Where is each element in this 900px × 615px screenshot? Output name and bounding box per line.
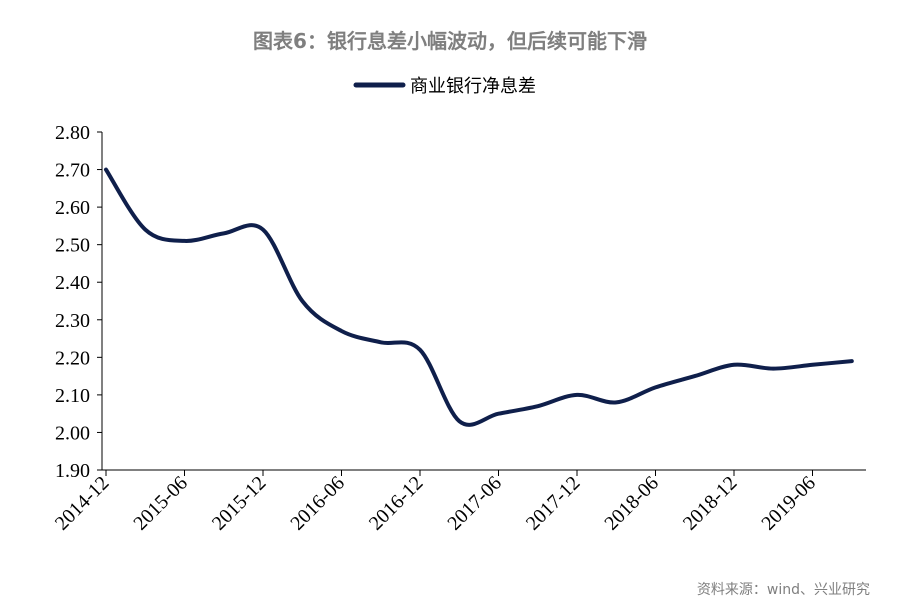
chart-title: 图表6：银行息差小幅波动，但后续可能下滑 — [253, 29, 647, 53]
x-tick-label: 2019-06 — [757, 472, 820, 535]
source-note: 资料来源：wind、兴业研究 — [697, 582, 870, 598]
x-axis-ticks: 2014-12 2015-06 2015-12 2016-06 2016-12 2017-… — [51, 470, 820, 535]
y-axis-ticks: 1.90 2.00 2.10 2.20 2.30 2.40 2.50 2.60 2.70 2.80 — [55, 122, 102, 482]
x-tick-label: 2015-06 — [129, 472, 192, 535]
x-tick-label: 2018-06 — [600, 472, 663, 535]
x-tick-label: 2017-12 — [522, 472, 585, 535]
x-tick-label: 2018-12 — [679, 472, 742, 535]
axes — [101, 132, 866, 471]
y-tick-label: 2.00 — [55, 422, 90, 444]
x-tick-label: 2015-12 — [208, 472, 271, 535]
series-line-0 — [104, 167, 854, 427]
x-tick-label: 2017-06 — [443, 472, 506, 535]
y-tick-label: 2.20 — [55, 347, 90, 369]
y-tick-label: 2.70 — [55, 160, 90, 182]
y-tick-label: 2.10 — [55, 385, 90, 407]
x-tick-label: 2016-12 — [365, 472, 428, 535]
y-tick-label: 2.40 — [55, 272, 90, 294]
legend-label: 商业银行净息差 — [410, 76, 536, 97]
y-tick-label: 2.30 — [55, 310, 90, 332]
y-tick-label: 2.50 — [55, 235, 90, 257]
x-tick-label: 2016-06 — [286, 472, 349, 535]
y-tick-label: 1.90 — [55, 460, 90, 482]
series-group — [104, 167, 854, 427]
y-tick-label: 2.60 — [55, 197, 90, 219]
legend: 商业银行净息差 — [353, 76, 536, 97]
y-tick-label: 2.80 — [55, 122, 90, 144]
